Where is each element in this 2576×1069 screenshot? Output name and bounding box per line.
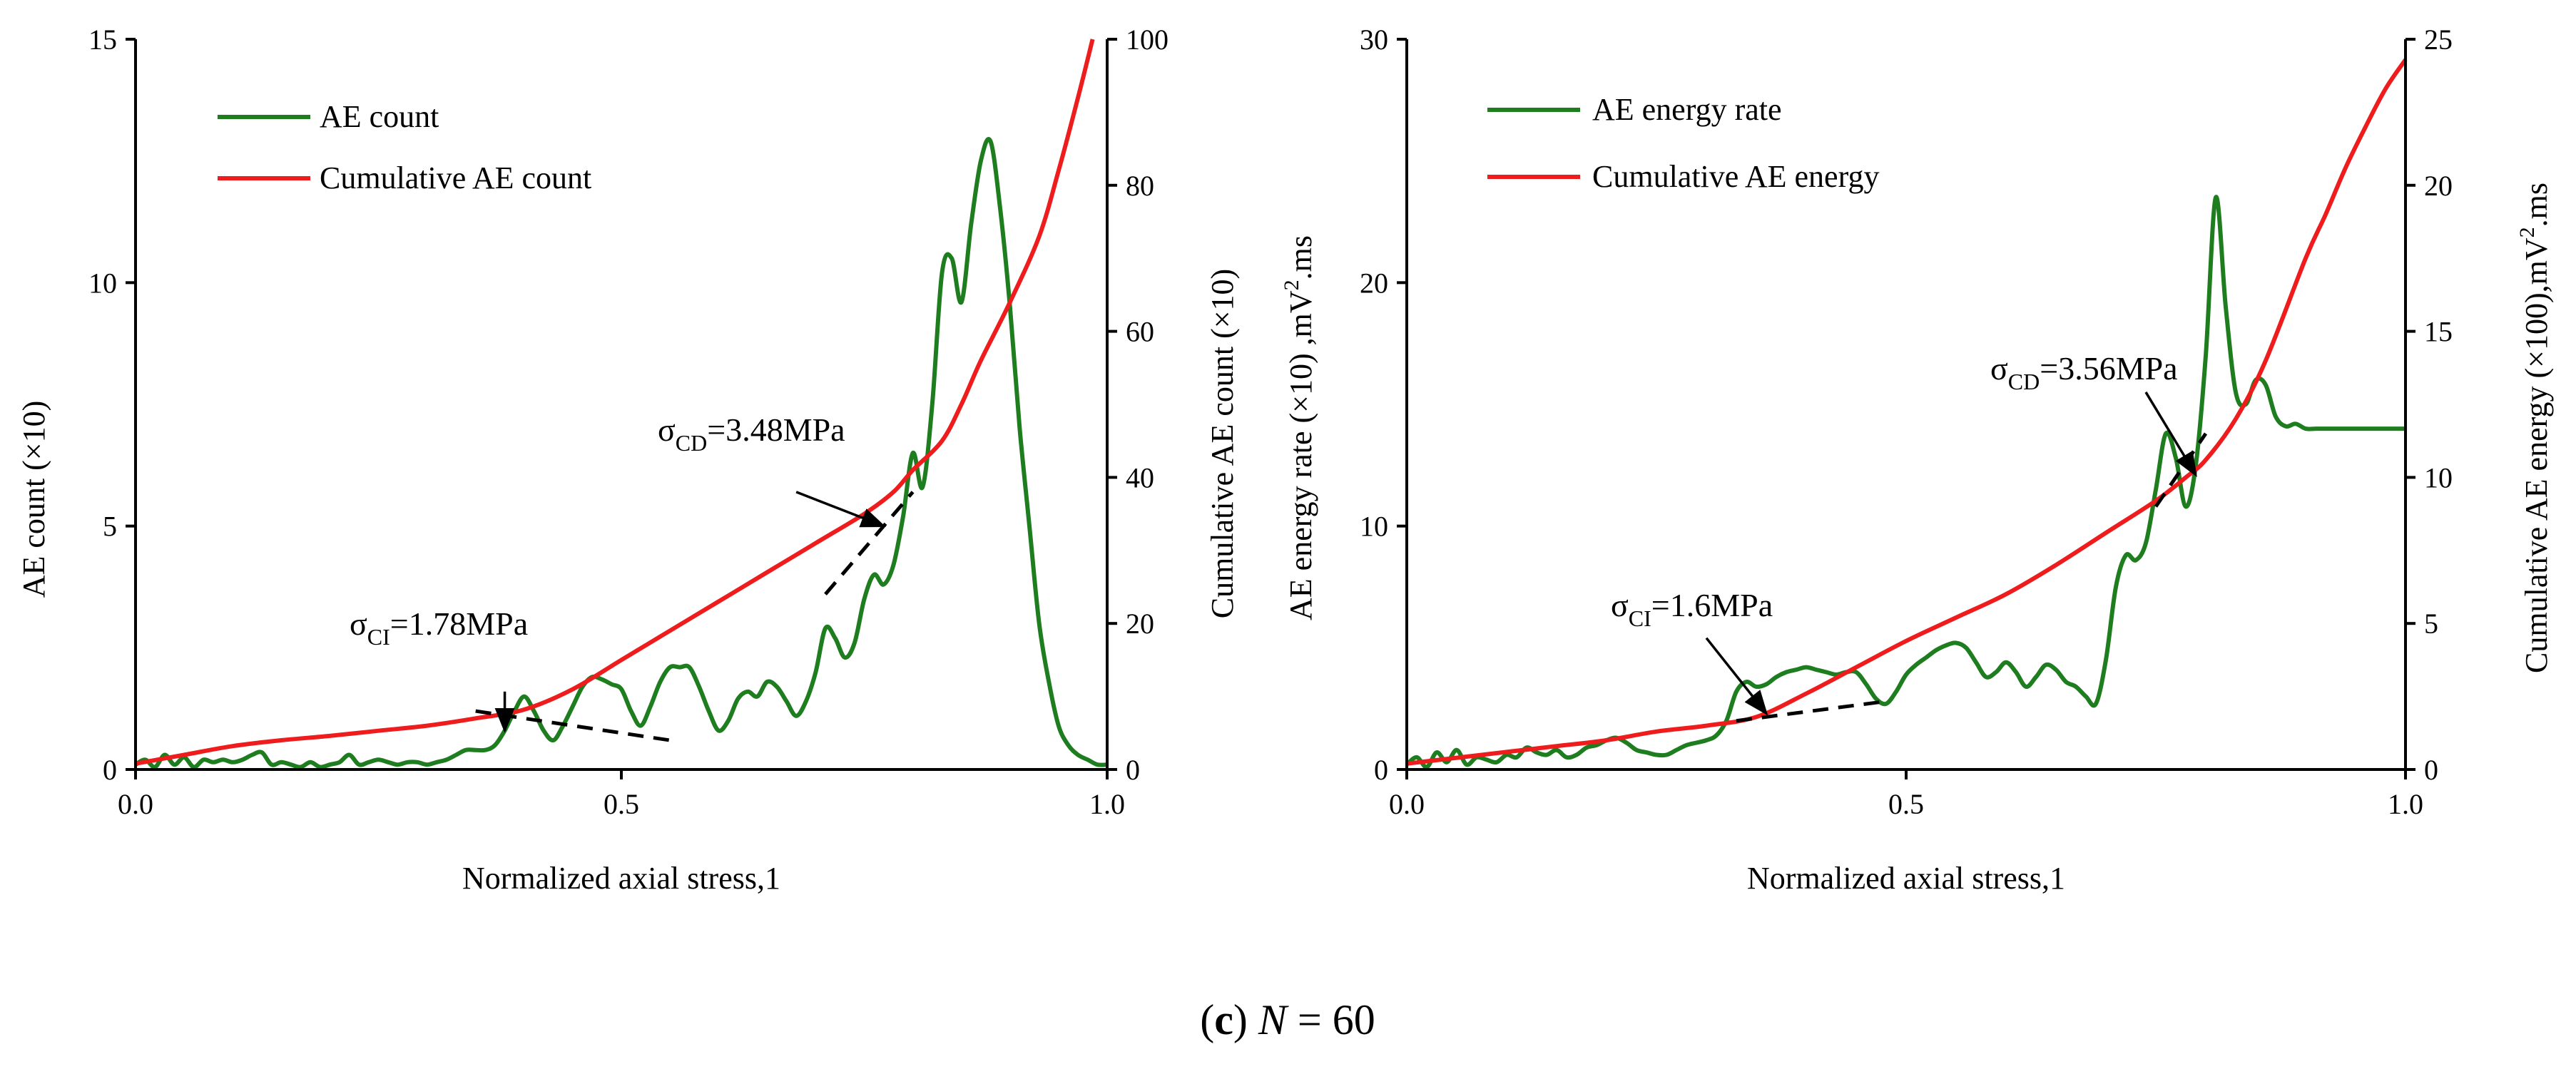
x-axis-title-right: Normalized axial stress,1	[1747, 861, 2065, 896]
y2-tick-label-right: 15	[2424, 316, 2453, 348]
annotation-ci-label-right: σCI=1.6MPa	[1611, 587, 1773, 631]
series-line-cumulative-ae-energy	[1406, 58, 2408, 766]
annotation-cd-arrow-left	[795, 491, 887, 528]
legend-label-cumulative-ae-count: Cumulative AE count	[320, 160, 591, 195]
legend-label-cumulative-ae-energy: Cumulative AE energy	[1592, 159, 1879, 194]
tangent-line-left-2	[824, 491, 915, 595]
annotation-cd-arrow-right	[2144, 392, 2197, 477]
series-line-ae-energy-rate	[1405, 195, 2406, 769]
x-axis-title-left: Normalized axial stress,1	[462, 861, 780, 896]
annotation-ci-right: σCI=1.6MPa	[1611, 587, 1773, 716]
tangent-layer-right	[1736, 432, 2208, 723]
y-tick-label-left: 15	[88, 24, 117, 56]
y-tick-label-right: 10	[1360, 511, 1388, 543]
y2-tick-label-right: 20	[2424, 170, 2453, 202]
y-tick-label-left: 10	[88, 267, 117, 299]
y-axis-title-right: AE energy rate (×10) ,mV2.ms	[1280, 235, 1318, 620]
annotation-cd-label-right: σCD=3.56MPa	[1990, 350, 2178, 394]
y2-tick-label-left: 80	[1126, 170, 1154, 202]
tangent-line-right-2	[2154, 432, 2208, 508]
x-tick-label-right: 1.0	[2388, 788, 2423, 820]
x-tick-label-left: 1.0	[1089, 788, 1125, 820]
y2-tick-label-right: 10	[2424, 461, 2453, 493]
series-layer-left	[134, 39, 1108, 769]
legend-label-ae-energy-rate: AE energy rate	[1592, 92, 1782, 127]
annotation-ci-arrow-right	[1705, 637, 1768, 716]
y-tick-label-left: 5	[103, 511, 117, 543]
y2-tick-label-left: 100	[1126, 24, 1169, 56]
x-tick-label-right: 0.5	[1888, 788, 1924, 820]
y-tick-label-right: 0	[1374, 754, 1388, 786]
legend-label-ae-count: AE count	[320, 99, 439, 134]
axes-right	[1405, 39, 2407, 771]
series-layer-right	[1405, 58, 2408, 769]
y2-axis-title-right: Cumulative AE energy (×100),mV2.ms	[2515, 183, 2554, 673]
annotation-cd-left: σCD=3.48MPa	[658, 411, 887, 528]
series-line-cumulative-ae-count	[135, 39, 1095, 766]
y-tick-label-left: 0	[103, 754, 117, 786]
figure-caption: (c) N = 60	[1200, 996, 1375, 1043]
y2-tick-label-right: 25	[2424, 24, 2453, 56]
y2-tick-label-left: 60	[1126, 316, 1154, 348]
x-tick-label-left: 0.0	[118, 788, 153, 820]
annotation-ci-left: σCI=1.78MPa	[350, 605, 528, 733]
y2-tick-label-left: 40	[1126, 461, 1154, 493]
y2-tick-label-right: 5	[2424, 608, 2438, 640]
series-line-ae-count	[134, 137, 1108, 769]
y-tick-label-right: 30	[1360, 24, 1388, 56]
annotation-cd-right: σCD=3.56MPa	[1990, 350, 2197, 477]
y2-tick-label-right: 0	[2424, 754, 2438, 786]
x-tick-label-left: 0.5	[604, 788, 639, 820]
y2-axis-title-left: Cumulative AE count (×10)	[1205, 269, 1240, 618]
annotation-ci-label-left: σCI=1.78MPa	[350, 605, 528, 650]
legend-left: AE count Cumulative AE count	[218, 99, 591, 195]
y-tick-label-right: 20	[1360, 267, 1388, 299]
y2-tick-label-left: 20	[1126, 608, 1154, 640]
y2-tick-label-left: 0	[1126, 754, 1140, 786]
y-axis-title-left: AE count (×10)	[16, 401, 51, 598]
annotation-cd-label-left: σCD=3.48MPa	[658, 411, 845, 456]
legend-right: AE energy rate Cumulative AE energy	[1487, 92, 1879, 194]
x-tick-label-right: 0.0	[1389, 788, 1425, 820]
